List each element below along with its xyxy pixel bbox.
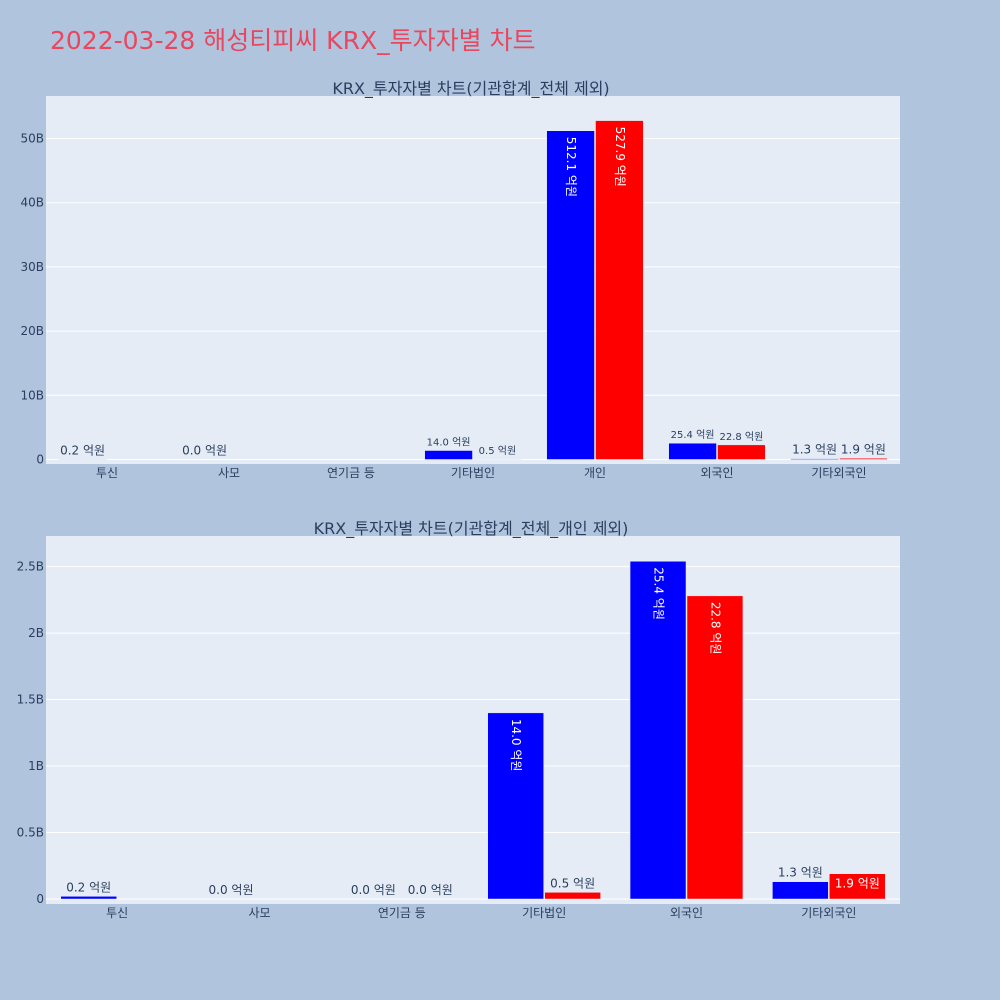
- data-label: 1.3 억원: [792, 443, 837, 457]
- x-tick-label: 기타외국인: [801, 906, 856, 920]
- x-tick-label: 투신: [106, 906, 128, 920]
- data-label: 0.0 억원: [209, 883, 254, 897]
- chart-top: KRX_투자자별 차트(기관합계_전체 제외) 0 10B 20B 30B 40B 50B 투…: [20, 79, 900, 480]
- plot-area: [46, 96, 900, 464]
- x-tick-label: 연기금 등: [378, 906, 426, 920]
- data-label: 14.0 억원: [427, 437, 471, 449]
- data-label: 0.5 억원: [479, 445, 516, 457]
- x-tick-label: 기타법인: [522, 906, 566, 920]
- y-tick-label: 1B: [28, 759, 44, 773]
- y-tick-label: 40B: [20, 196, 44, 210]
- page-title: 2022-03-28 해성티피씨 KRX_투자자별 차트: [50, 26, 536, 55]
- data-label: 14.0 억원: [509, 719, 523, 772]
- data-label: 527.9 억원: [613, 127, 627, 187]
- bar: [717, 444, 766, 460]
- data-label: 0.2 억원: [60, 443, 105, 457]
- x-tick-label: 사모: [248, 906, 270, 920]
- data-label: 0.5 억원: [550, 876, 595, 890]
- y-tick-label: 50B: [20, 132, 44, 146]
- x-tick-label: 개인: [584, 466, 606, 480]
- data-label: 512.1 억원: [564, 137, 578, 197]
- bar: [829, 873, 886, 900]
- data-label: 25.4 억원: [652, 567, 666, 620]
- y-tick-label: 2.5B: [17, 560, 44, 574]
- data-label: 1.9 억원: [835, 877, 880, 891]
- bar: [544, 892, 601, 900]
- chart-bottom: KRX_투자자별 차트(기관합계_전체_개인 제외) 0 0.5B 1B 1.5B 2B 2…: [17, 519, 900, 920]
- bar: [839, 458, 888, 460]
- x-tick-label: 외국인: [670, 906, 703, 920]
- data-label: 0.0 억원: [182, 444, 227, 458]
- y-tick-label: 20B: [20, 324, 44, 338]
- y-tick-label: 30B: [20, 260, 44, 274]
- data-label: 25.4 억원: [671, 429, 715, 441]
- data-label: 0.0 억원: [408, 883, 453, 897]
- y-tick-label: 1.5B: [17, 693, 44, 707]
- bar: [790, 458, 839, 460]
- x-tick-label: 투신: [96, 466, 118, 480]
- y-tick-label: 2B: [28, 626, 44, 640]
- x-tick-label: 기타외국인: [811, 466, 866, 480]
- data-label: 0.0 억원: [351, 883, 396, 897]
- data-label: 22.8 억원: [708, 602, 722, 655]
- bar: [686, 595, 744, 900]
- chart-title: KRX_투자자별 차트(기관합계_전체 제외): [332, 79, 609, 99]
- plot-area: [46, 536, 900, 904]
- x-tick-label: 외국인: [700, 466, 733, 480]
- chart-title: KRX_투자자별 차트(기관합계_전체_개인 제외): [314, 519, 629, 539]
- bar: [424, 450, 473, 460]
- data-label: 1.3 억원: [778, 866, 823, 880]
- bar: [772, 881, 829, 900]
- bar: [487, 712, 544, 900]
- y-tick-label: 0: [36, 453, 44, 467]
- data-label: 22.8 억원: [719, 431, 763, 443]
- data-label: 1.9 억원: [841, 442, 886, 456]
- bar: [629, 561, 687, 900]
- bar: [546, 130, 595, 460]
- bar: [668, 442, 717, 460]
- x-tick-label: 연기금 등: [327, 466, 375, 480]
- y-tick-label: 10B: [20, 388, 44, 402]
- bar: [595, 120, 644, 460]
- x-tick-label: 기타법인: [451, 466, 495, 480]
- y-tick-label: 0.5B: [17, 826, 44, 840]
- y-tick-label: 0: [36, 892, 44, 906]
- data-label: 0.2 억원: [66, 880, 111, 894]
- bar: [60, 896, 117, 900]
- x-tick-label: 사모: [218, 466, 240, 480]
